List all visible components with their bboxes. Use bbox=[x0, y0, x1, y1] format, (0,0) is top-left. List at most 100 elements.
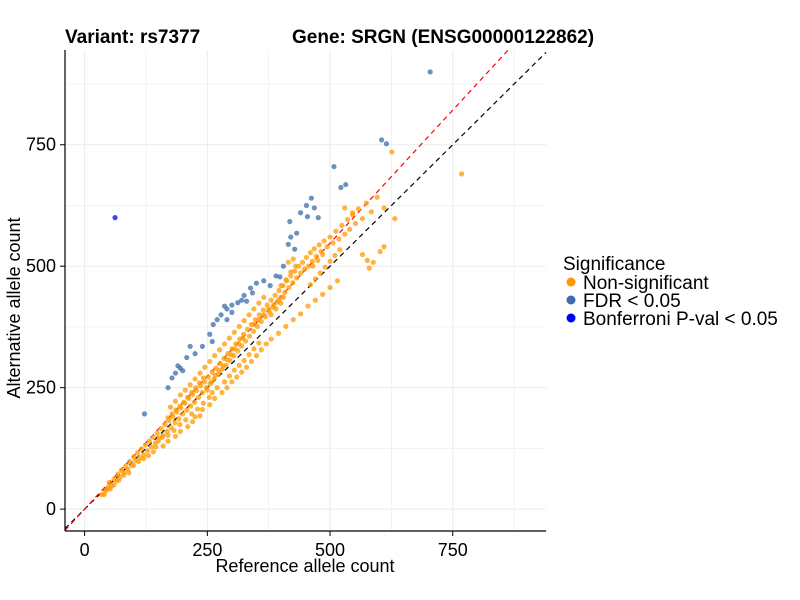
point-non-significant bbox=[197, 413, 203, 419]
point-non-significant bbox=[261, 312, 267, 318]
point-non-significant bbox=[292, 268, 298, 274]
point-non-significant bbox=[347, 226, 353, 232]
y-tick-label: 500 bbox=[26, 256, 56, 276]
point-non-significant bbox=[171, 427, 177, 434]
point-non-significant bbox=[250, 328, 257, 334]
point-non-significant bbox=[334, 278, 341, 284]
legend: Significance Non-significant FDR < 0.05 … bbox=[563, 254, 778, 330]
point-fdr bbox=[378, 137, 385, 143]
legend-label-non-significant: Non-significant bbox=[583, 273, 709, 294]
point-non-significant bbox=[167, 404, 174, 410]
point-fdr bbox=[297, 210, 304, 216]
point-non-significant bbox=[232, 346, 238, 352]
point-non-significant bbox=[370, 259, 376, 265]
point-non-significant bbox=[192, 414, 198, 420]
point-non-significant bbox=[297, 311, 304, 317]
point-non-significant bbox=[256, 340, 262, 346]
point-non-significant bbox=[131, 454, 137, 460]
y-axis-label: Alternative allele count bbox=[4, 217, 24, 398]
point-non-significant bbox=[392, 215, 398, 222]
point-non-significant bbox=[205, 374, 211, 380]
point-non-significant bbox=[337, 247, 343, 253]
point-non-significant bbox=[282, 289, 288, 296]
point-non-significant bbox=[172, 420, 178, 426]
point-non-significant bbox=[321, 238, 327, 244]
point-non-significant bbox=[145, 453, 152, 459]
point-non-significant bbox=[251, 346, 257, 352]
point-non-significant bbox=[224, 356, 230, 363]
point-fdr bbox=[261, 278, 267, 284]
point-non-significant bbox=[286, 284, 292, 291]
point-non-significant bbox=[173, 407, 179, 413]
point-non-significant bbox=[260, 307, 266, 313]
point-non-significant bbox=[251, 321, 257, 328]
point-non-significant bbox=[330, 240, 336, 246]
point-non-significant bbox=[342, 231, 348, 237]
point-non-significant bbox=[324, 244, 330, 250]
point-non-significant bbox=[275, 297, 282, 303]
point-non-significant bbox=[209, 389, 215, 396]
point-non-significant bbox=[185, 394, 191, 400]
point-non-significant bbox=[172, 433, 179, 439]
point-fdr bbox=[141, 411, 148, 417]
point-non-significant bbox=[207, 402, 213, 408]
point-non-significant bbox=[290, 256, 296, 262]
point-non-significant bbox=[107, 486, 113, 492]
point-non-significant bbox=[121, 472, 127, 478]
point-fdr bbox=[277, 274, 283, 280]
point-fdr bbox=[280, 263, 287, 269]
point-non-significant bbox=[200, 375, 207, 381]
point-fdr bbox=[253, 280, 260, 286]
point-non-significant bbox=[288, 273, 294, 279]
point-non-significant bbox=[320, 291, 326, 297]
point-non-significant bbox=[268, 297, 274, 303]
point-fdr bbox=[315, 215, 321, 221]
point-non-significant bbox=[224, 385, 230, 391]
point-non-significant bbox=[261, 294, 267, 300]
point-non-significant bbox=[256, 317, 262, 323]
point-non-significant bbox=[275, 330, 282, 336]
point-fdr bbox=[338, 184, 344, 191]
point-non-significant bbox=[135, 450, 141, 456]
point-non-significant bbox=[177, 392, 183, 398]
point-non-significant bbox=[246, 312, 252, 318]
point-non-significant bbox=[165, 415, 171, 421]
axes bbox=[64, 50, 546, 532]
point-non-significant bbox=[138, 446, 145, 452]
point-fdr bbox=[343, 181, 349, 188]
point-fdr bbox=[207, 331, 213, 337]
y-tick-label: 0 bbox=[46, 499, 56, 519]
point-non-significant bbox=[276, 287, 282, 294]
point-non-significant bbox=[188, 403, 194, 409]
point-non-significant bbox=[258, 347, 264, 353]
point-non-significant bbox=[236, 362, 242, 368]
point-non-significant bbox=[221, 341, 228, 347]
point-non-significant bbox=[310, 263, 316, 269]
point-fdr bbox=[210, 321, 216, 328]
point-non-significant bbox=[142, 442, 149, 448]
x-tick-label: 250 bbox=[192, 540, 222, 560]
point-non-significant bbox=[251, 306, 257, 312]
point-non-significant bbox=[307, 282, 314, 288]
point-non-significant bbox=[234, 374, 240, 380]
point-non-significant bbox=[212, 353, 218, 359]
point-non-significant bbox=[144, 448, 151, 454]
legend-title: Significance bbox=[563, 254, 665, 275]
point-non-significant bbox=[244, 326, 251, 332]
point-non-significant bbox=[458, 171, 465, 177]
point-non-significant bbox=[333, 228, 339, 234]
point-fdr bbox=[304, 214, 311, 220]
point-non-significant bbox=[207, 358, 213, 365]
point-non-significant bbox=[272, 292, 278, 298]
point-fdr bbox=[239, 297, 245, 303]
data-points bbox=[99, 69, 465, 498]
point-non-significant bbox=[165, 432, 171, 438]
point-non-significant bbox=[176, 416, 182, 422]
legend-swatch-bonferroni bbox=[566, 313, 576, 323]
point-non-significant bbox=[217, 347, 223, 353]
point-non-significant bbox=[201, 379, 207, 385]
point-non-significant bbox=[299, 259, 306, 265]
point-fdr bbox=[187, 343, 193, 349]
point-non-significant bbox=[239, 369, 245, 375]
point-non-significant bbox=[199, 389, 206, 396]
